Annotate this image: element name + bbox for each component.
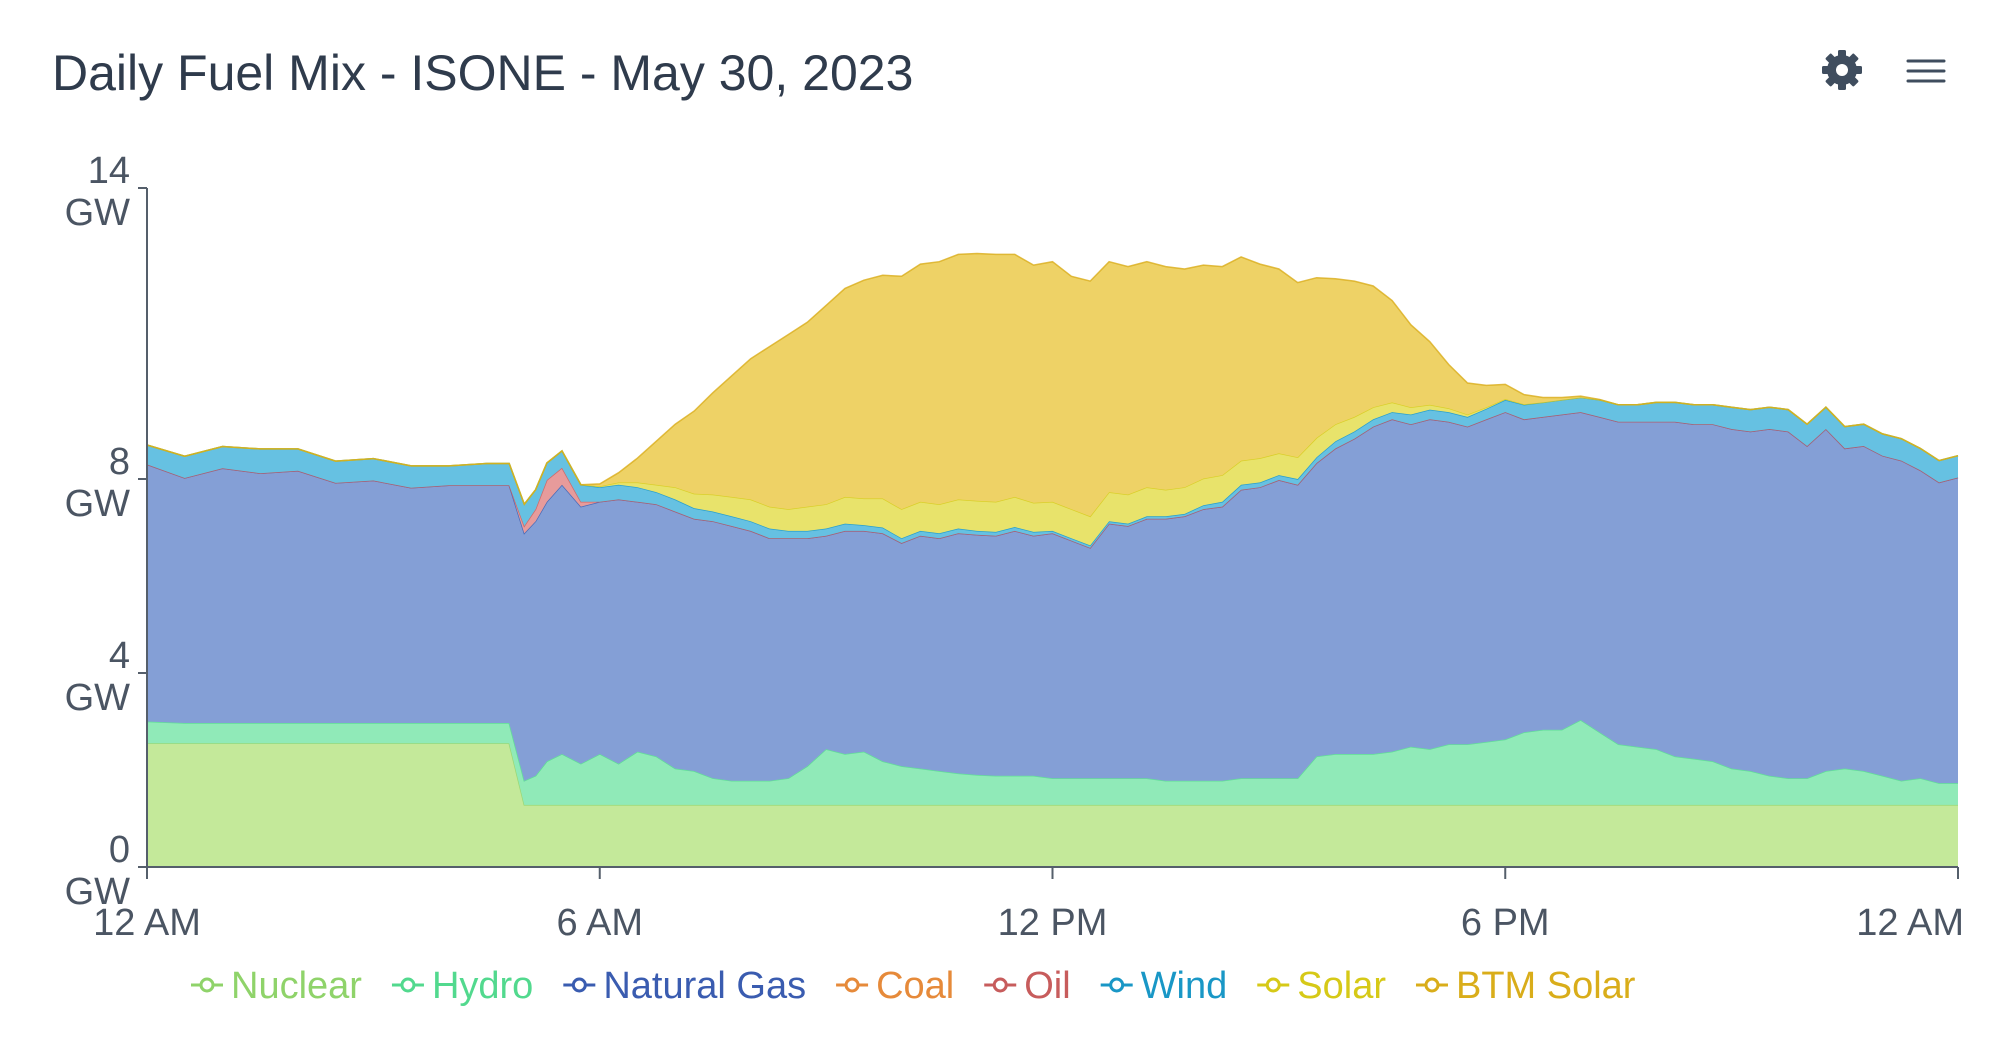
x-tick-label: 12 PM xyxy=(998,902,1108,944)
line-solar xyxy=(146,396,1959,518)
legend-marker-dot xyxy=(571,977,587,993)
chart-title: Daily Fuel Mix - ISONE - May 30, 2023 xyxy=(52,45,914,101)
legend-item-btm-solar[interactable]: BTM Solar xyxy=(1415,965,1636,1007)
line-nuclear xyxy=(147,742,1958,806)
y-tick-unit: GW xyxy=(65,483,131,525)
legend-marker-dot xyxy=(992,977,1008,993)
y-tick-label: 4 xyxy=(109,635,130,677)
line-oil xyxy=(146,411,1959,549)
x-tick-label: 6 PM xyxy=(1461,902,1550,944)
y-tick-unit: GW xyxy=(65,871,131,913)
y-tick-unit: GW xyxy=(65,192,131,234)
gear-icon xyxy=(1822,50,1862,90)
legend-item-oil[interactable]: Oil xyxy=(984,965,1071,1007)
legend-marker-dot xyxy=(844,977,860,993)
area-hydro xyxy=(147,720,1958,805)
line-natural-gas xyxy=(146,411,1959,549)
x-tick-label: 6 AM xyxy=(556,902,643,944)
line-wind xyxy=(146,396,1959,547)
legend-item-solar[interactable]: Solar xyxy=(1257,965,1386,1007)
legend-marker-dot xyxy=(400,977,416,993)
legend-item-wind[interactable]: Wind xyxy=(1100,965,1228,1007)
line-btm-solar xyxy=(146,252,1959,506)
y-tick-label: 0 xyxy=(109,829,130,871)
stacked-areas xyxy=(146,252,1959,867)
legend-marker-dot xyxy=(1265,977,1281,993)
x-tick-label: 12 AM xyxy=(1856,902,1964,944)
area-natural-gas xyxy=(147,412,1958,784)
x-tick-label: 12 AM xyxy=(93,902,201,944)
y-tick-unit: GW xyxy=(65,677,131,719)
legend-item-coal[interactable]: Coal xyxy=(836,965,954,1007)
legend-marker-dot xyxy=(1109,977,1125,993)
legend-marker-dot xyxy=(199,977,215,993)
menu-button[interactable] xyxy=(1895,44,1955,104)
area-oil xyxy=(147,412,1958,548)
area-solar xyxy=(147,397,1958,546)
settings-button[interactable] xyxy=(1812,44,1872,104)
legend-label: Coal xyxy=(876,965,954,1007)
legend-item-hydro[interactable]: Hydro xyxy=(391,965,533,1007)
legend-item-nuclear[interactable]: Nuclear xyxy=(191,965,362,1007)
legend-item-natural-gas[interactable]: Natural Gas xyxy=(563,965,806,1007)
area-btm-solar xyxy=(147,253,1958,517)
area-wind xyxy=(147,397,1958,548)
legend-label: Oil xyxy=(1024,965,1070,1007)
legend-marker-dot xyxy=(1424,977,1440,993)
legend-label: BTM Solar xyxy=(1456,965,1636,1007)
legend-label: Wind xyxy=(1141,965,1228,1007)
legend-label: Natural Gas xyxy=(603,965,806,1007)
line-hydro xyxy=(146,719,1958,784)
legend-label: Nuclear xyxy=(231,965,362,1007)
legend-label: Solar xyxy=(1297,965,1386,1007)
y-tick-label: 8 xyxy=(109,441,130,483)
area-nuclear xyxy=(147,743,1958,867)
y-tick-label: 14 xyxy=(88,150,130,192)
legend-label: Hydro xyxy=(432,965,533,1007)
chart-legend: Nuclear Hydro Natural Gas Coal Oil Wind Solar B… xyxy=(191,965,1636,1007)
hamburger-menu-icon xyxy=(1906,59,1946,83)
